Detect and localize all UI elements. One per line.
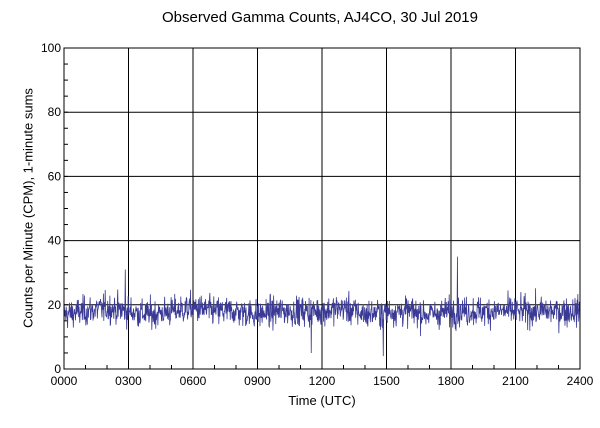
- chart-title: Observed Gamma Counts, AJ4CO, 30 Jul 201…: [162, 9, 478, 26]
- y-tick-label: 80: [48, 105, 62, 119]
- x-tick-labels: 0000 0300 0600 0900 1200 1500 1800 2100 2400: [51, 374, 594, 388]
- y-tick-label: 100: [41, 41, 61, 55]
- y-tick-label: 40: [48, 234, 62, 248]
- y-tick-label: 0: [54, 362, 61, 376]
- x-tick-label: 0300: [115, 374, 142, 388]
- series-layer: [63, 256, 581, 357]
- y-axis-label-text: Counts per Minute (CPM), 1-minute sums: [20, 88, 36, 328]
- x-tick-label: 0900: [244, 374, 271, 388]
- x-tick-label: 2100: [502, 374, 529, 388]
- y-tick-label: 60: [48, 169, 62, 183]
- x-tick-label: 1800: [438, 374, 465, 388]
- series-line: [63, 256, 581, 357]
- x-tick-label: 0600: [180, 374, 207, 388]
- x-tick-label: 0000: [51, 374, 78, 388]
- y-tick-labels: 0 20 40 60 80 100: [41, 41, 61, 376]
- y-tick-label: 20: [48, 298, 62, 312]
- x-tick-label: 2400: [567, 374, 594, 388]
- x-axis-label: Time (UTC): [288, 393, 356, 408]
- x-tick-label: 1500: [373, 374, 400, 388]
- plot-frame: [63, 47, 581, 370]
- x-tick-label: 1200: [309, 374, 336, 388]
